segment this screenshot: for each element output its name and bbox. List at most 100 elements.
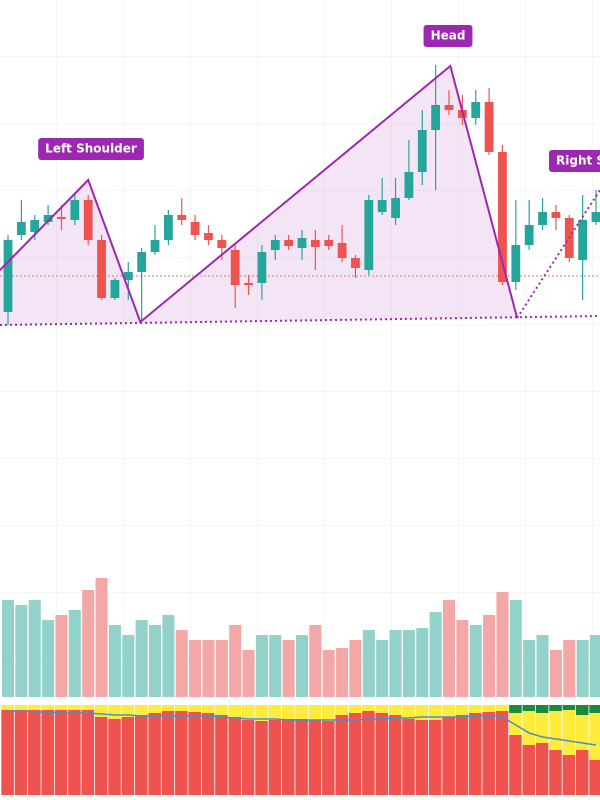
volume-bar: [82, 590, 95, 697]
indicator-bar: [509, 735, 522, 795]
candle-body: [404, 172, 414, 198]
indicator-bar: [68, 705, 81, 710]
indicator-bar: [455, 705, 469, 715]
indicator-bar: [241, 705, 255, 720]
indicator-bar: [482, 712, 495, 795]
indicator-bar: [509, 705, 522, 713]
indicator-bar: [41, 705, 54, 710]
indicator-bar: [495, 705, 509, 711]
volume-bar: [282, 640, 295, 697]
volume-bar: [15, 605, 28, 697]
indicator-bar: [295, 705, 308, 719]
candle-body: [137, 252, 147, 272]
volume-bar: [322, 650, 335, 697]
indicator-bar: [322, 721, 335, 795]
indicator-bar: [455, 715, 469, 795]
volume-bar: [55, 615, 68, 697]
volume-bar: [42, 620, 55, 697]
indicator-bar: [134, 715, 148, 795]
indicator-bar: [255, 705, 268, 721]
volume-bar: [309, 625, 322, 697]
indicator-bar: [442, 717, 455, 795]
indicator-bar: [562, 755, 576, 795]
candle-body: [417, 130, 427, 172]
indicator-bar: [589, 705, 600, 713]
volume-bar: [215, 640, 228, 697]
candle-body: [244, 283, 253, 285]
indicator-bar: [108, 705, 121, 719]
indicator-panel: [1, 705, 600, 795]
neckline: [0, 315, 600, 326]
candle-body: [284, 240, 294, 246]
indicator-bar: [268, 705, 282, 720]
volume-bar: [576, 640, 589, 697]
candle-body: [123, 272, 133, 280]
annotation-label: Right Shoulder: [556, 154, 600, 168]
volume-bar: [202, 640, 215, 697]
candle-body: [83, 200, 93, 240]
volume-bar: [269, 635, 282, 697]
candle-body: [177, 215, 187, 220]
indicator-bar: [255, 721, 268, 795]
indicator-bar: [589, 713, 600, 760]
indicator-bar: [535, 743, 549, 795]
candle-body: [257, 252, 267, 283]
candle-body: [230, 250, 240, 285]
indicator-bar: [308, 720, 322, 795]
indicator-bar: [54, 705, 68, 710]
volume-bar: [255, 635, 268, 697]
annotation-label: Left Shoulder: [45, 142, 137, 156]
candle-body: [377, 200, 387, 212]
indicator-bar: [388, 705, 402, 715]
indicator-bar: [388, 715, 402, 795]
indicator-bar: [442, 705, 455, 717]
projection-line: [516, 189, 600, 319]
indicator-bar: [121, 717, 135, 795]
volume-bar: [442, 600, 456, 697]
candle-body: [431, 105, 441, 130]
volume-bar: [589, 635, 600, 697]
indicator-bar: [241, 720, 255, 795]
indicator-bar: [54, 710, 68, 795]
indicator-bar: [308, 705, 322, 720]
volume-panel: [2, 578, 600, 697]
candle-body: [511, 245, 521, 282]
candle-body: [538, 212, 547, 225]
volume-bar: [68, 610, 81, 697]
annotation-box: [38, 138, 144, 160]
indicator-bar: [108, 719, 121, 795]
indicator-bar: [522, 745, 536, 795]
volume-bar: [549, 650, 562, 697]
indicator-bar: [41, 710, 54, 795]
annotation-label: Head: [431, 29, 466, 43]
indicator-bar: [362, 705, 375, 711]
indicator-bar: [68, 710, 81, 795]
indicator-bar: [201, 705, 215, 713]
annotation-box: [549, 150, 600, 172]
volume-bar: [509, 600, 522, 697]
candle-body: [30, 220, 40, 232]
candle-body: [351, 258, 360, 268]
indicator-bar: [295, 719, 308, 795]
volume-bar: [28, 600, 41, 697]
candle-body: [498, 152, 507, 282]
candle-body: [150, 240, 160, 252]
indicator-bar: [81, 705, 95, 710]
candle-body: [444, 105, 454, 110]
volume-bar: [469, 625, 482, 697]
volume-bar: [162, 615, 175, 697]
indicator-bar: [428, 720, 442, 795]
candle-body: [310, 240, 320, 247]
volume-bar: [416, 628, 429, 697]
candle-body: [591, 212, 600, 222]
candle-body: [110, 280, 120, 298]
candle-body: [484, 102, 494, 152]
indicator-bar: [281, 719, 295, 795]
candle-body: [190, 222, 200, 235]
volume-bar: [242, 650, 255, 697]
volume-bar: [295, 635, 309, 697]
volume-bar: [229, 625, 242, 697]
indicator-bar: [14, 705, 28, 710]
volume-bar: [496, 592, 509, 697]
